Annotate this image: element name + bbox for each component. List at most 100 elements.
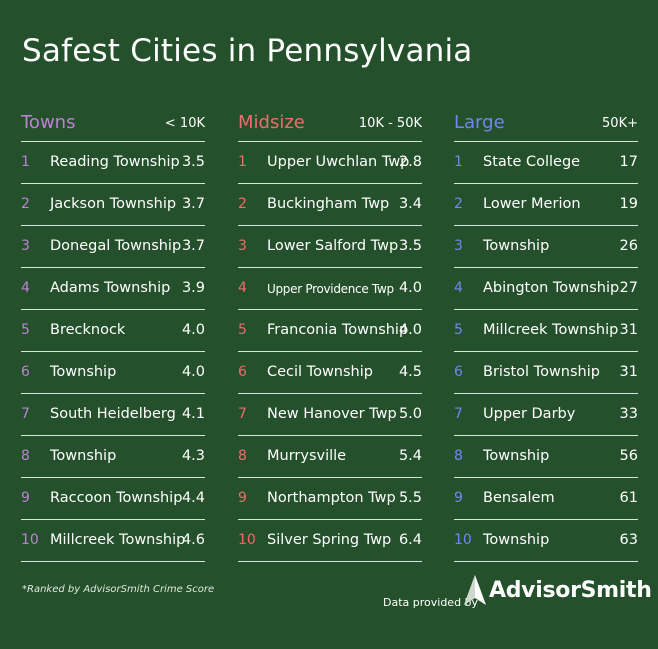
city-name: Raccoon Township (50, 490, 183, 506)
column-header: Towns < 10K (21, 112, 205, 142)
rank-number: 2 (238, 196, 247, 212)
table-row: 1 Upper Uwchlan Twp 2.8 (238, 142, 422, 184)
table-row: 5 Brecknock 4.0 (21, 310, 205, 352)
data-provided-label: Data provided by (383, 596, 479, 609)
table-row: 9 Bensalem 61 (454, 478, 638, 520)
table-row: 8 Murrysville 5.4 (238, 436, 422, 478)
city-name: Township (50, 448, 117, 464)
rank-number: 9 (238, 490, 247, 506)
crime-score: 4.6 (181, 532, 205, 548)
crime-score: 3.5 (181, 154, 205, 170)
city-name: Reading Township (50, 154, 180, 170)
crime-score: 31 (619, 364, 638, 380)
city-name: Upper Uwchlan Twp (267, 154, 410, 170)
city-name: Township (483, 238, 550, 254)
crime-score: 2.8 (398, 154, 422, 170)
city-name: Upper Providence Twp (267, 282, 394, 296)
large-rows: 1 State College 17 2 Lower Merion 19 3 Township… (454, 142, 638, 562)
table-row: 6 Bristol Township 31 (454, 352, 638, 394)
rank-number: 10 (238, 532, 256, 548)
table-row: 6 Township 4.0 (21, 352, 205, 394)
city-name: Buckingham Twp (267, 196, 390, 212)
table-row: 4 Upper Providence Twp 4.0 (238, 268, 422, 310)
city-name: New Hanover Twp (267, 406, 397, 422)
city-name: Bensalem (483, 490, 555, 506)
city-name: Adams Township (50, 280, 171, 296)
table-row: 10 Silver Spring Twp 6.4 (238, 520, 422, 562)
crime-score: 4.1 (181, 406, 205, 422)
table-row: 1 State College 17 (454, 142, 638, 184)
rank-number: 7 (21, 406, 30, 422)
city-name: Franconia Township (267, 322, 409, 338)
crime-score: 19 (619, 196, 638, 212)
crime-score: 3.9 (181, 280, 205, 296)
table-row: 10 Township 63 (454, 520, 638, 562)
column-title: Midsize (238, 112, 305, 133)
table-row: 8 Township 56 (454, 436, 638, 478)
table-row: 3 Lower Salford Twp 3.5 (238, 226, 422, 268)
rank-number: 2 (454, 196, 463, 212)
rank-number: 7 (238, 406, 247, 422)
rank-number: 10 (454, 532, 472, 548)
crime-score: 5.4 (398, 448, 422, 464)
rank-number: 7 (454, 406, 463, 422)
rank-number: 5 (21, 322, 30, 338)
crime-score: 4.0 (181, 322, 205, 338)
table-row: 1 Reading Township 3.5 (21, 142, 205, 184)
rank-number: 1 (238, 154, 247, 170)
city-name: State College (483, 154, 581, 170)
table-row: 9 Northampton Twp 5.5 (238, 478, 422, 520)
crime-score: 5.5 (398, 490, 422, 506)
table-row: 7 Upper Darby 33 (454, 394, 638, 436)
rank-number: 1 (21, 154, 30, 170)
column-title: Towns (21, 112, 76, 133)
city-name: Township (483, 448, 550, 464)
city-name: Cecil Township (267, 364, 373, 380)
table-row: 5 Franconia Township 4.0 (238, 310, 422, 352)
rank-number: 2 (21, 196, 30, 212)
city-name: Donegal Township (50, 238, 182, 254)
table-row: 5 Millcreek Township 31 (454, 310, 638, 352)
crime-score: 4.0 (398, 322, 422, 338)
crime-score: 63 (619, 532, 638, 548)
midsize-column: Midsize 10K - 50K 1 Upper Uwchlan Twp 2.8 2… (238, 112, 422, 562)
rank-number: 10 (21, 532, 39, 548)
rank-number: 5 (238, 322, 247, 338)
crime-score: 5.0 (398, 406, 422, 422)
crime-score: 61 (619, 490, 638, 506)
city-name: Township (50, 364, 117, 380)
advisorsmith-logo-icon (464, 575, 486, 605)
city-name: South Heidelberg (50, 406, 176, 422)
rank-number: 4 (21, 280, 30, 296)
crime-score: 27 (619, 280, 638, 296)
rank-number: 4 (238, 280, 247, 296)
table-row: 7 New Hanover Twp 5.0 (238, 394, 422, 436)
city-name: Silver Spring Twp (267, 532, 392, 548)
column-range: < 10K (164, 116, 205, 131)
crime-score: 4.3 (181, 448, 205, 464)
column-title: Large (454, 112, 505, 133)
crime-score: 3.7 (181, 238, 205, 254)
table-row: 4 Abington Township 27 (454, 268, 638, 310)
rank-number: 9 (454, 490, 463, 506)
rank-number: 6 (454, 364, 463, 380)
table-row: 2 Lower Merion 19 (454, 184, 638, 226)
brand-name: AdvisorSmith (489, 577, 652, 603)
crime-score: 33 (619, 406, 638, 422)
column-range: 50K+ (602, 116, 638, 131)
towns-rows: 1 Reading Township 3.5 2 Jackson Township 3.7… (21, 142, 205, 562)
column-header: Large 50K+ (454, 112, 638, 142)
city-name: Murrysville (267, 448, 347, 464)
page-title: Safest Cities in Pennsylvania (22, 33, 473, 69)
rank-number: 1 (454, 154, 463, 170)
rank-number: 9 (21, 490, 30, 506)
rank-number: 3 (21, 238, 30, 254)
midsize-rows: 1 Upper Uwchlan Twp 2.8 2 Buckingham Twp 3.4 3… (238, 142, 422, 562)
crime-score: 3.4 (398, 196, 422, 212)
city-name: Bristol Township (483, 364, 600, 380)
crime-score: 4.0 (398, 280, 422, 296)
crime-score: 3.5 (398, 238, 422, 254)
column-header: Midsize 10K - 50K (238, 112, 422, 142)
rank-number: 8 (454, 448, 463, 464)
city-name: Millcreek Township (50, 532, 186, 548)
